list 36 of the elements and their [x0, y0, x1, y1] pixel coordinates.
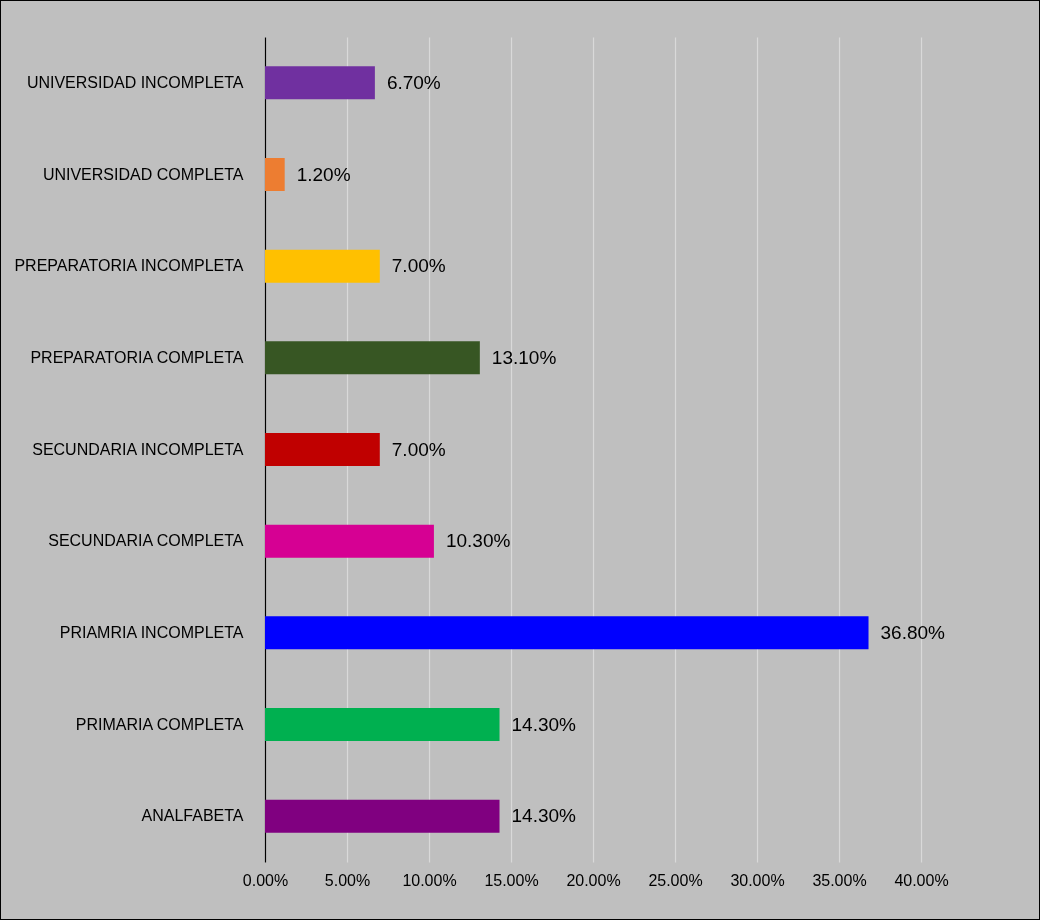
data-label: 1.20% — [296, 163, 351, 185]
y-tick-label: SECUNDARIA INCOMPLETA — [32, 440, 244, 458]
bar — [265, 158, 285, 191]
bar — [265, 616, 869, 650]
bar — [265, 799, 500, 833]
data-label: 14.30% — [511, 713, 577, 735]
data-label: 36.80% — [880, 621, 946, 643]
bar — [265, 708, 500, 741]
y-tick-label: PREPARATORIA COMPLETA — [30, 348, 244, 366]
data-label: 7.00% — [391, 255, 446, 277]
x-tick-label: 0.00% — [242, 871, 289, 889]
y-tick-label: ANALFABETA — [141, 807, 244, 825]
data-label: 6.70% — [386, 71, 441, 93]
x-tick-label: 30.00% — [730, 871, 785, 889]
bar — [265, 433, 380, 466]
x-tick-label: 15.00% — [484, 871, 539, 889]
bar — [265, 66, 375, 100]
x-tick-label: 35.00% — [812, 871, 867, 889]
y-tick-label: SECUNDARIA COMPLETA — [48, 532, 244, 550]
x-tick-label: 20.00% — [566, 871, 621, 889]
y-tick-label: PRIAMRIA INCOMPLETA — [59, 623, 244, 641]
y-tick-label: UNIVERSIDAD INCOMPLETA — [26, 73, 244, 91]
data-label: 7.00% — [391, 438, 446, 460]
x-tick-label: 25.00% — [648, 871, 703, 889]
x-tick-label: 10.00% — [402, 871, 457, 889]
x-tick-label: 40.00% — [894, 871, 949, 889]
y-tick-label: UNIVERSIDAD COMPLETA — [42, 165, 244, 183]
data-label: 13.10% — [491, 346, 557, 368]
x-tick-label: 5.00% — [324, 871, 371, 889]
bar — [265, 341, 480, 375]
data-label: 10.30% — [445, 530, 511, 552]
y-tick-label: PREPARATORIA INCOMPLETA — [14, 257, 244, 275]
bar — [265, 524, 434, 558]
y-tick-label: PRIMARIA COMPLETA — [75, 715, 244, 733]
bar — [265, 249, 380, 283]
data-label: 14.30% — [511, 805, 577, 827]
